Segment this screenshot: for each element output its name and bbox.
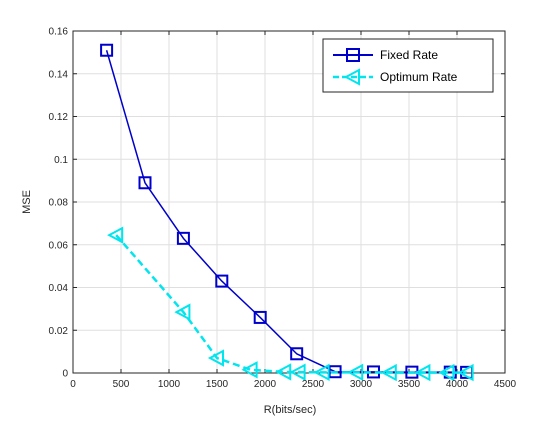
legend-entry-fixed-rate: Fixed Rate <box>333 48 438 62</box>
x-tick-label: 2500 <box>302 379 325 390</box>
data-point-optimum-rate <box>174 303 191 321</box>
data-point-optimum-rate <box>241 361 258 379</box>
y-tick-label: 0.14 <box>49 69 69 80</box>
x-tick-label: 4000 <box>446 379 469 390</box>
x-tick-label: 500 <box>113 379 130 390</box>
data-point-optimum-rate <box>457 363 474 382</box>
data-point-optimum-rate <box>107 226 124 244</box>
y-tick-label: 0.06 <box>49 240 69 251</box>
x-tick-label: 1000 <box>158 379 181 390</box>
data-point-optimum-rate <box>380 363 397 382</box>
data-point-optimum-rate <box>313 363 330 382</box>
data-point-optimum-rate <box>347 363 364 382</box>
legend-label-fixed-rate: Fixed Rate <box>380 48 438 62</box>
x-tick-label: 2000 <box>254 379 277 390</box>
data-point-optimum-rate <box>414 363 431 382</box>
y-tick-label: 0 <box>62 369 68 380</box>
y-tick-label: 0.02 <box>49 326 69 337</box>
tick-labels: 0 500 1000 1500 2000 2500 3000 3500 4000 4500 0 0.0… <box>49 27 517 391</box>
series-line-optimum-rate <box>115 234 467 374</box>
series-layer <box>100 43 474 382</box>
x-tick-label: 3500 <box>398 379 421 390</box>
data-point-fixed-rate <box>290 347 304 361</box>
x-tick-label: 0 <box>70 379 76 390</box>
x-axis-label: R(bits/sec) <box>264 404 317 416</box>
data-point-fixed-rate <box>253 310 267 324</box>
data-point-optimum-rate <box>289 363 306 381</box>
legend-label-optimum-rate: Optimum Rate <box>380 70 458 84</box>
data-point-fixed-rate <box>176 231 190 245</box>
y-tick-label: 0.1 <box>54 155 68 166</box>
data-point-optimum-rate <box>207 349 224 367</box>
data-point-fixed-rate <box>215 274 229 288</box>
series-optimum-rate <box>107 226 474 382</box>
data-point-fixed-rate <box>138 176 152 190</box>
legend: Fixed Rate Optimum Rate <box>322 38 494 93</box>
y-tick-label: 0.04 <box>49 283 69 294</box>
y-tick-label: 0.16 <box>49 27 69 38</box>
y-tick-label: 0.08 <box>49 198 69 209</box>
legend-marker-optimum-rate <box>343 68 360 86</box>
data-point-optimum-rate <box>438 363 455 382</box>
legend-marker-fixed-rate <box>346 48 360 62</box>
y-axis-label: MSE <box>21 190 33 214</box>
y-tick-label: 0.12 <box>49 112 69 123</box>
legend-box <box>322 38 494 93</box>
x-tick-label: 3000 <box>350 379 373 390</box>
data-point-fixed-rate <box>100 43 114 57</box>
x-tick-label: 1500 <box>206 379 229 390</box>
x-tick-label: 4500 <box>494 379 517 390</box>
legend-entry-optimum-rate: Optimum Rate <box>333 68 458 86</box>
